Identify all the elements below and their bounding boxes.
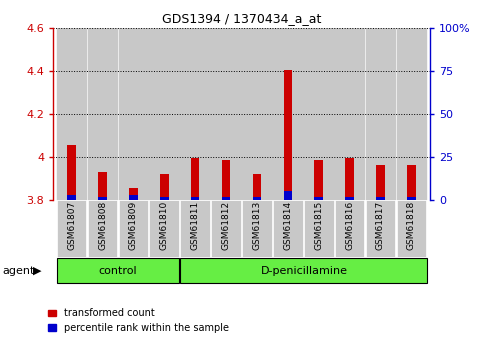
Text: GSM61808: GSM61808	[98, 201, 107, 250]
Text: GSM61810: GSM61810	[160, 201, 169, 250]
Bar	[314, 160, 323, 200]
Text: GSM61809: GSM61809	[129, 201, 138, 250]
Text: GSM61815: GSM61815	[314, 201, 323, 250]
Bar	[68, 195, 76, 200]
Text: ▶: ▶	[33, 266, 42, 276]
FancyBboxPatch shape	[57, 200, 86, 257]
Bar	[345, 158, 354, 200]
Bar	[376, 197, 384, 200]
Bar	[304, 28, 334, 200]
Bar	[284, 70, 292, 200]
Bar	[160, 197, 169, 200]
Text: GSM61814: GSM61814	[284, 201, 292, 250]
Bar	[253, 197, 261, 200]
Bar	[99, 172, 107, 200]
Bar	[222, 160, 230, 200]
Bar	[129, 188, 138, 200]
Bar	[242, 28, 272, 200]
FancyBboxPatch shape	[180, 258, 427, 283]
Text: D-penicillamine: D-penicillamine	[260, 266, 347, 276]
Bar	[366, 28, 395, 200]
FancyBboxPatch shape	[180, 200, 210, 257]
Title: GDS1394 / 1370434_a_at: GDS1394 / 1370434_a_at	[162, 12, 321, 25]
Bar	[160, 174, 169, 200]
Bar	[273, 28, 303, 200]
Bar	[119, 28, 148, 200]
Text: GSM61813: GSM61813	[253, 201, 261, 250]
Bar	[191, 197, 199, 200]
Bar	[222, 197, 230, 200]
FancyBboxPatch shape	[211, 200, 241, 257]
FancyBboxPatch shape	[88, 200, 117, 257]
FancyBboxPatch shape	[57, 258, 179, 283]
Bar	[68, 145, 76, 200]
Text: control: control	[99, 266, 137, 276]
FancyBboxPatch shape	[149, 200, 179, 257]
Bar	[88, 28, 117, 200]
FancyBboxPatch shape	[366, 200, 395, 257]
Text: GSM61807: GSM61807	[67, 201, 76, 250]
Bar	[149, 28, 179, 200]
Text: GSM61811: GSM61811	[191, 201, 199, 250]
Text: agent: agent	[2, 266, 35, 276]
Bar	[284, 191, 292, 200]
Text: GSM61818: GSM61818	[407, 201, 416, 250]
Bar	[345, 197, 354, 200]
Text: GSM61816: GSM61816	[345, 201, 354, 250]
Bar	[211, 28, 241, 200]
Bar	[129, 195, 138, 200]
FancyBboxPatch shape	[397, 200, 426, 257]
FancyBboxPatch shape	[119, 200, 148, 257]
FancyBboxPatch shape	[304, 200, 334, 257]
Bar	[407, 197, 415, 200]
Text: GSM61817: GSM61817	[376, 201, 385, 250]
Bar	[335, 28, 364, 200]
Bar	[99, 197, 107, 200]
Bar	[57, 28, 86, 200]
Legend: transformed count, percentile rank within the sample: transformed count, percentile rank withi…	[48, 308, 229, 333]
FancyBboxPatch shape	[273, 200, 303, 257]
Bar	[397, 28, 426, 200]
Bar	[180, 28, 210, 200]
Bar	[407, 165, 415, 200]
Bar	[376, 165, 384, 200]
Bar	[253, 174, 261, 200]
Bar	[314, 197, 323, 200]
FancyBboxPatch shape	[242, 200, 272, 257]
FancyBboxPatch shape	[335, 200, 364, 257]
Text: GSM61812: GSM61812	[222, 201, 230, 250]
Bar	[191, 158, 199, 200]
